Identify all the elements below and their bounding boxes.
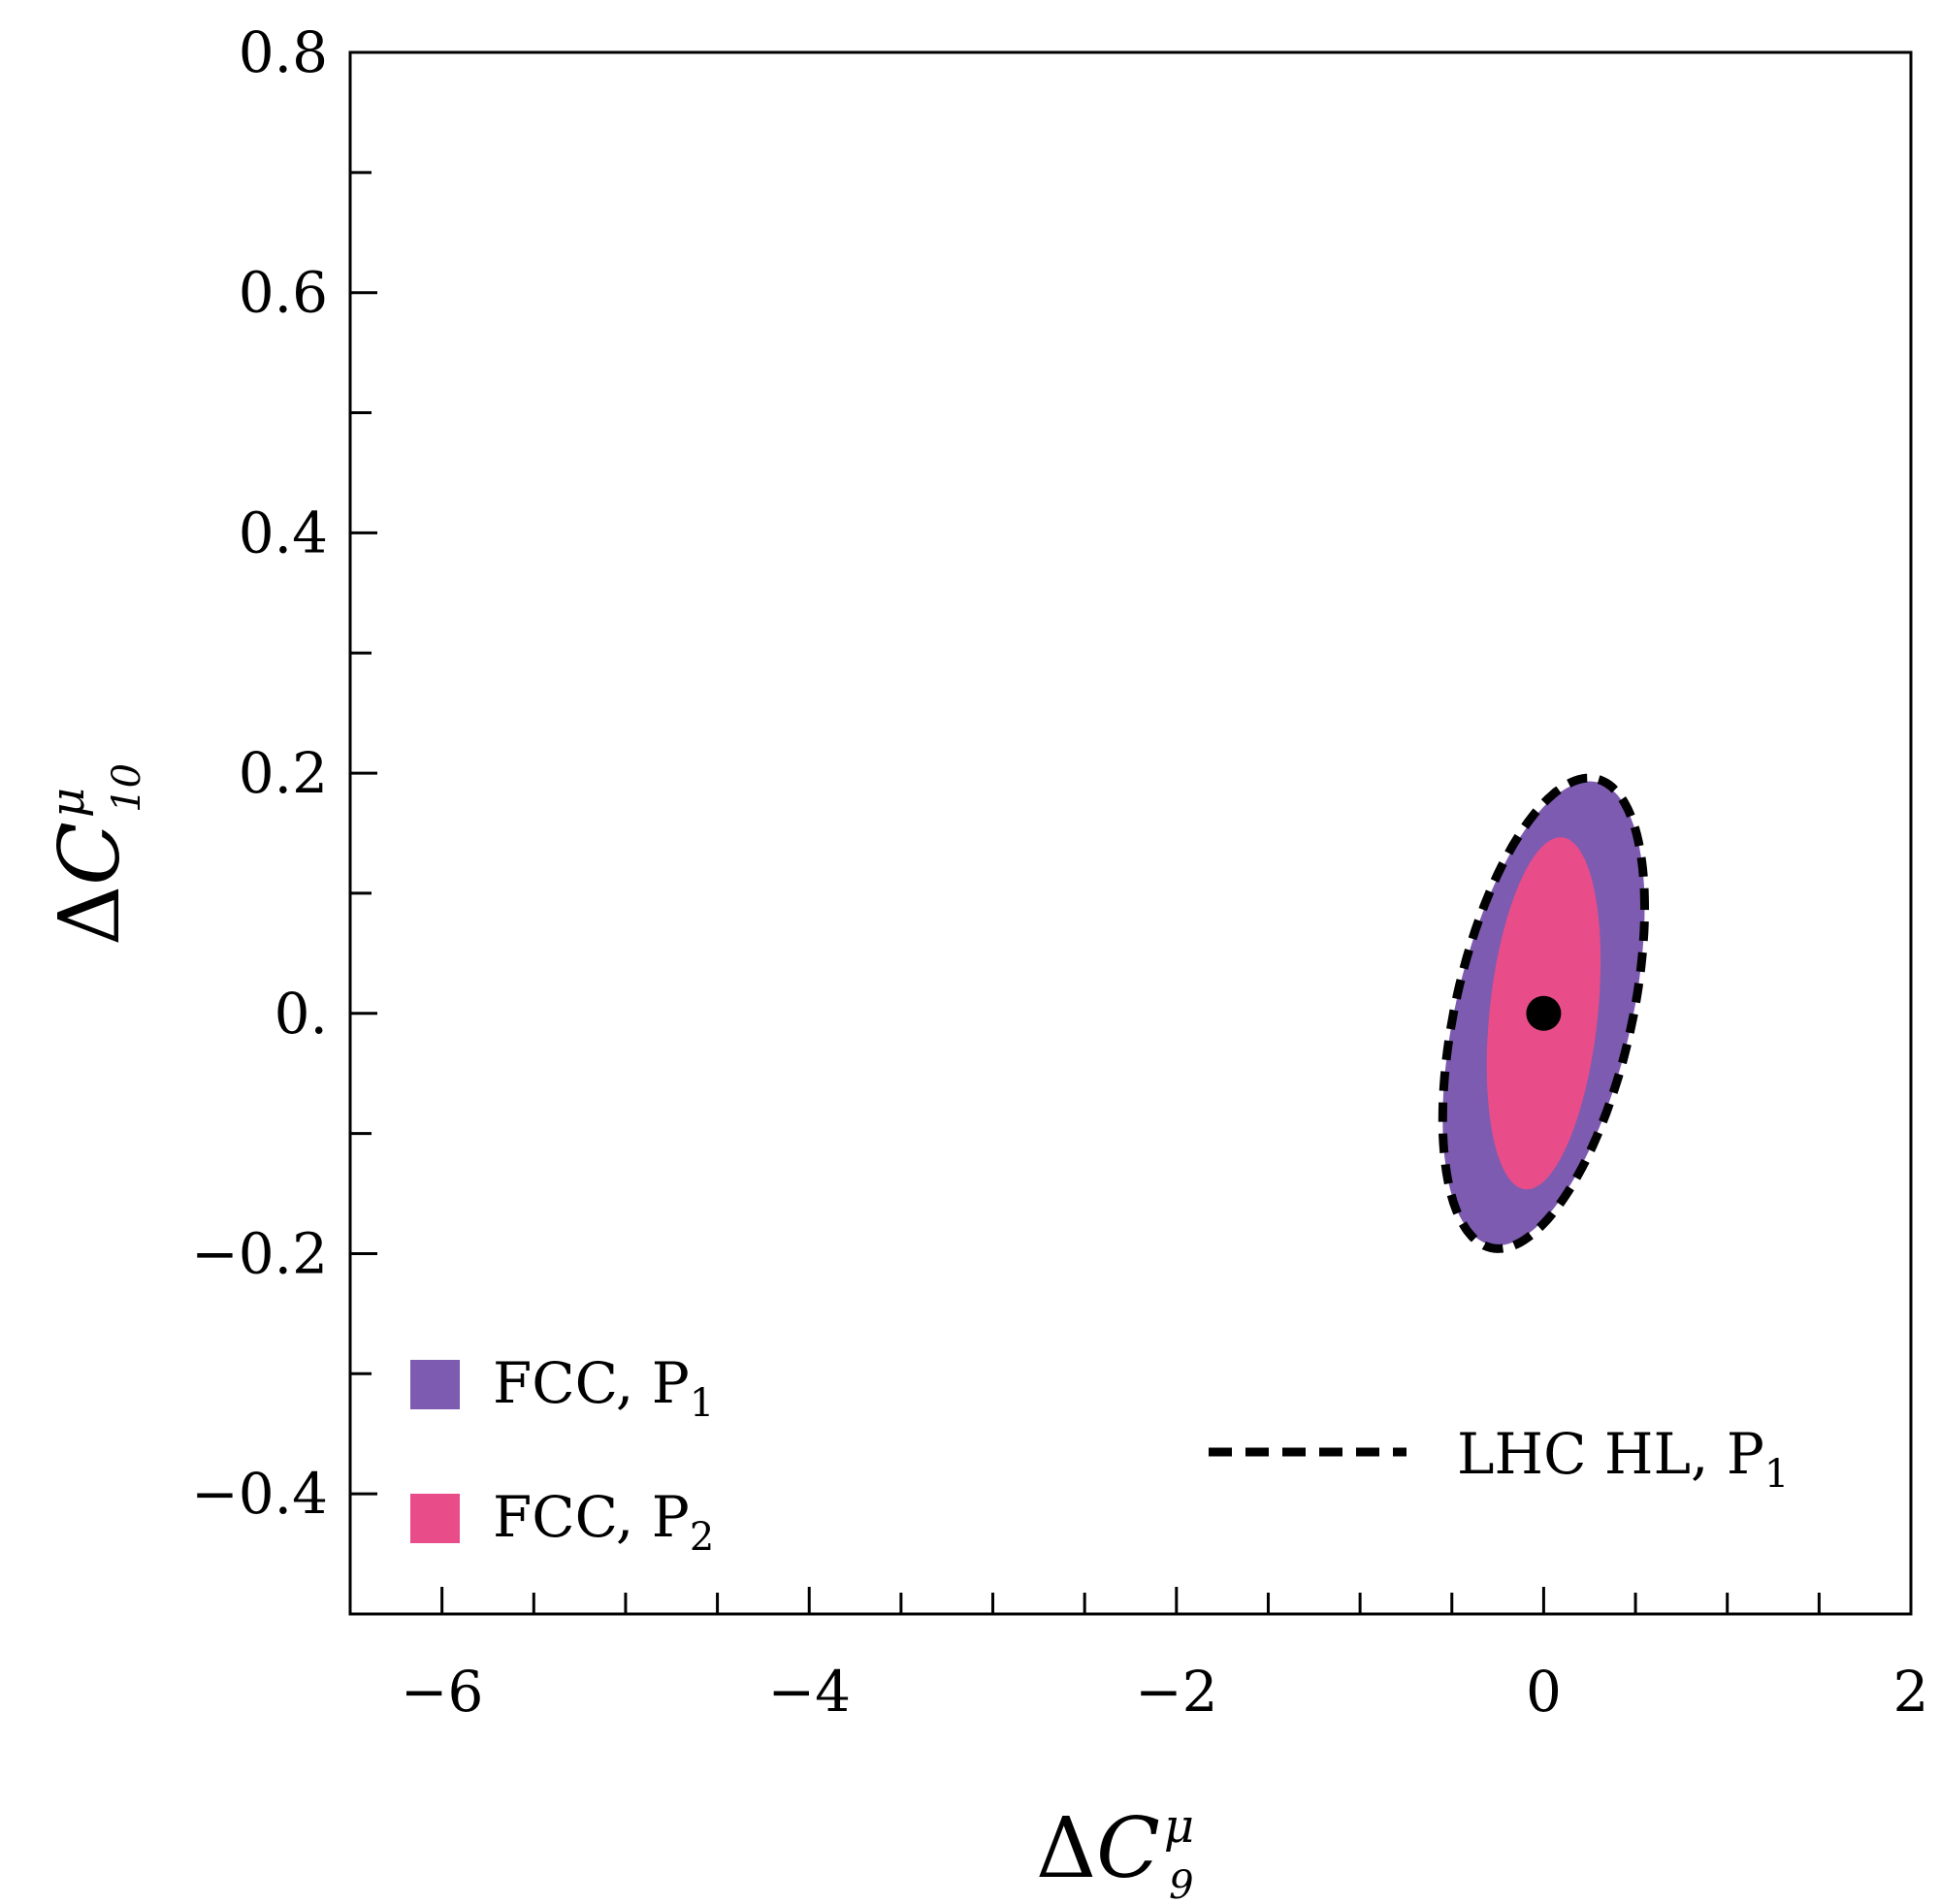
x-tick-label: 0 bbox=[1526, 1659, 1562, 1725]
legend-left: FCC, P1 FCC, P2 bbox=[410, 1350, 714, 1560]
y-tick-label: −0.4 bbox=[191, 1461, 328, 1527]
y-tick-label: −0.2 bbox=[191, 1220, 328, 1286]
plot-frame bbox=[348, 50, 1913, 1616]
legend-swatch-fcc-p2 bbox=[410, 1494, 460, 1543]
tick-labels: −6 −4 −2 0 2 −0.4 −0.2 0. 0.2 0.4 0.6 0.8 bbox=[191, 19, 1928, 1725]
y-tick-label: 0.6 bbox=[239, 260, 328, 326]
x-tick-label: 2 bbox=[1893, 1659, 1929, 1725]
legend-label-lhc-hl-p1: LHC HL, P1 bbox=[1457, 1421, 1789, 1497]
axis-ticks bbox=[350, 171, 1821, 1614]
legend-label-fcc-p1: FCC, P1 bbox=[493, 1350, 714, 1426]
x-tick-label: −2 bbox=[1135, 1659, 1218, 1725]
region-lhc-hl-p1 bbox=[1438, 773, 1650, 1253]
x-axis-label: ΔCμ 9 bbox=[1036, 1799, 1194, 1904]
y-axis-label: ΔCμ 10 bbox=[41, 763, 149, 946]
x-tick-label: −4 bbox=[767, 1659, 851, 1725]
x-tick-label: −6 bbox=[401, 1659, 484, 1725]
y-tick-label: 0.4 bbox=[239, 500, 328, 565]
legend-swatch-fcc-p1 bbox=[410, 1360, 460, 1409]
confidence-regions bbox=[1438, 773, 1650, 1253]
y-tick-label: 0.8 bbox=[239, 19, 328, 85]
y-tick-label: 0.2 bbox=[239, 740, 328, 806]
legend-right: LHC HL, P1 bbox=[1209, 1421, 1789, 1497]
y-tick-label: 0. bbox=[275, 981, 328, 1047]
best-fit-point bbox=[1526, 995, 1562, 1031]
legend-label-fcc-p2: FCC, P2 bbox=[493, 1484, 714, 1560]
